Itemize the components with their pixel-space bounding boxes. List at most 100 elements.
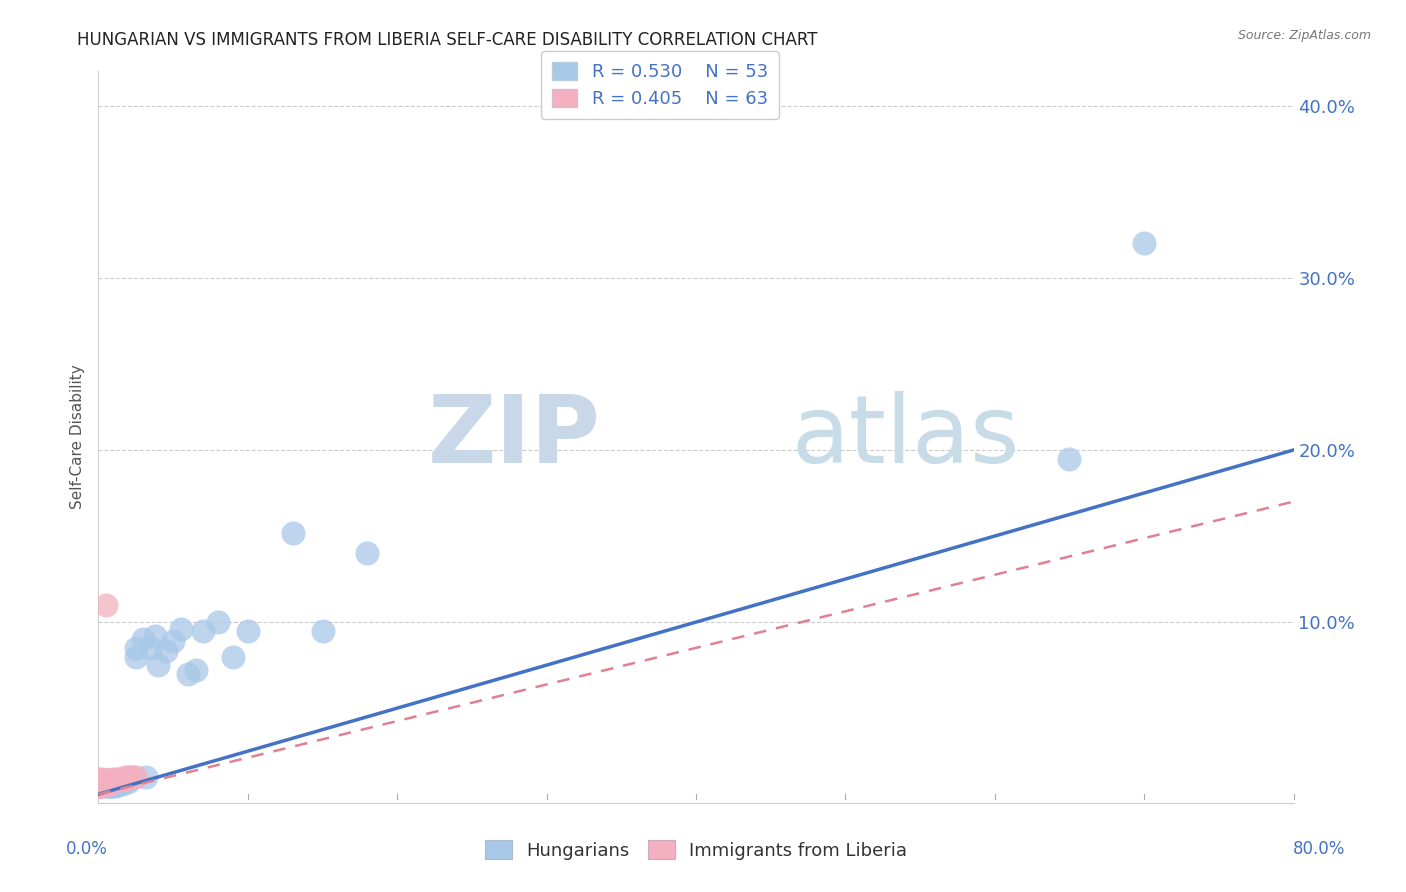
Point <box>94 773 117 788</box>
Point <box>89 775 111 789</box>
Point <box>87 779 110 793</box>
Point <box>91 775 114 789</box>
Point <box>112 772 135 786</box>
Point <box>148 658 170 673</box>
Point <box>89 779 111 793</box>
Point <box>87 773 110 788</box>
Point <box>184 663 207 677</box>
Point <box>90 775 112 789</box>
Text: 80.0%: 80.0% <box>1292 840 1346 858</box>
Point <box>103 777 125 791</box>
Point <box>94 777 117 791</box>
Point <box>1133 236 1156 251</box>
Point <box>236 624 259 638</box>
Point <box>118 772 141 786</box>
Text: 0.0%: 0.0% <box>66 840 108 858</box>
Legend: Hungarians, Immigrants from Liberia: Hungarians, Immigrants from Liberia <box>478 833 914 867</box>
Point <box>89 775 111 789</box>
Point <box>89 777 111 791</box>
Point <box>94 779 117 793</box>
Point <box>105 777 128 791</box>
Point <box>103 775 125 789</box>
Point <box>356 546 378 560</box>
Point <box>101 779 124 793</box>
Point <box>121 770 143 784</box>
Point <box>139 640 162 655</box>
Point <box>111 777 134 791</box>
Point <box>87 779 110 793</box>
Point <box>93 775 115 789</box>
Point <box>94 777 117 791</box>
Point <box>311 624 333 638</box>
Point <box>91 773 114 788</box>
Point <box>87 775 110 789</box>
Point <box>132 632 155 647</box>
Point <box>108 775 131 789</box>
Point <box>222 649 245 664</box>
Point <box>94 777 117 791</box>
Point <box>90 777 112 791</box>
Point <box>281 525 304 540</box>
Point <box>87 775 110 789</box>
Point <box>89 775 111 789</box>
Point <box>112 775 135 789</box>
Point <box>108 772 131 786</box>
Point <box>93 775 115 789</box>
Point <box>110 777 132 791</box>
Point <box>94 779 117 793</box>
Point <box>97 779 120 793</box>
Point <box>191 624 214 638</box>
Point <box>91 775 114 789</box>
Point <box>96 773 118 788</box>
Point <box>89 777 111 791</box>
Point <box>98 779 122 793</box>
Point <box>125 770 148 784</box>
Point <box>97 775 120 789</box>
Point <box>162 634 184 648</box>
Point <box>96 773 118 788</box>
Point <box>87 773 110 788</box>
Point <box>87 777 110 791</box>
Point <box>89 779 111 793</box>
Point <box>87 775 110 789</box>
Point <box>104 773 127 788</box>
Point <box>117 772 139 786</box>
Point <box>97 773 120 788</box>
Point <box>93 777 115 791</box>
Point <box>1059 451 1081 466</box>
Point <box>105 779 128 793</box>
Point <box>90 775 112 789</box>
Point <box>155 644 177 658</box>
Point <box>91 777 114 791</box>
Point <box>90 773 112 788</box>
Point <box>117 775 139 789</box>
Point <box>120 770 142 784</box>
Point <box>111 773 134 788</box>
Point <box>177 666 200 681</box>
Point <box>103 772 125 786</box>
Point <box>96 775 118 789</box>
Point <box>91 779 114 793</box>
Point <box>115 772 138 786</box>
Point <box>120 770 142 784</box>
Point <box>87 772 110 786</box>
Point <box>105 772 128 786</box>
Point <box>143 629 166 643</box>
Point <box>87 777 110 791</box>
Point <box>103 775 125 789</box>
Point <box>98 777 122 791</box>
Point <box>89 773 111 788</box>
Text: Source: ZipAtlas.com: Source: ZipAtlas.com <box>1237 29 1371 42</box>
Point <box>110 772 132 786</box>
Point <box>207 615 229 629</box>
Point <box>135 770 157 784</box>
Point <box>97 777 120 791</box>
Point <box>94 775 117 789</box>
Point <box>94 598 117 612</box>
Point <box>94 775 117 789</box>
Point <box>103 779 125 793</box>
Y-axis label: Self-Care Disability: Self-Care Disability <box>69 365 84 509</box>
Point <box>103 773 125 788</box>
Point <box>111 772 134 786</box>
Text: ZIP: ZIP <box>427 391 600 483</box>
